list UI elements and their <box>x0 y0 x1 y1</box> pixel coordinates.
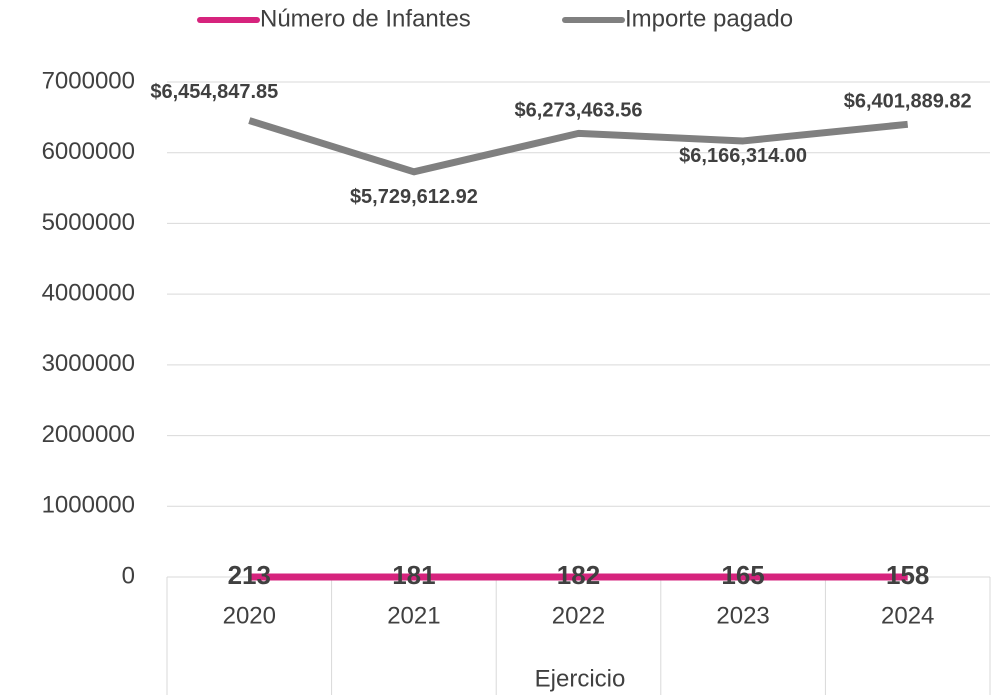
data-label: 158 <box>886 560 929 590</box>
data-label: $6,166,314.00 <box>679 145 807 167</box>
legend-label: Número de Infantes <box>260 5 471 32</box>
y-tick-label: 5000000 <box>42 209 135 236</box>
data-label: 213 <box>228 560 271 590</box>
data-label: 165 <box>721 560 764 590</box>
series-line <box>248 117 909 176</box>
y-tick-label: 7000000 <box>42 67 135 94</box>
data-label: 181 <box>392 560 435 590</box>
data-label: $6,454,847.85 <box>150 81 278 103</box>
y-tick-label: 1000000 <box>42 492 135 519</box>
x-tick-label: 2020 <box>223 602 276 629</box>
y-tick-label: 3000000 <box>42 350 135 377</box>
data-label: $5,729,612.92 <box>350 186 478 208</box>
x-axis-label: Ejercicio <box>535 665 626 692</box>
data-label: $6,273,463.56 <box>515 100 643 122</box>
x-tick-label: 2021 <box>387 602 440 629</box>
y-tick-label: 6000000 <box>42 138 135 165</box>
legend-label: Importe pagado <box>625 5 793 32</box>
x-tick-label: 2022 <box>552 602 605 629</box>
x-tick-label: 2023 <box>716 602 769 629</box>
data-label: 182 <box>557 560 600 590</box>
y-tick-label: 4000000 <box>42 279 135 306</box>
x-tick-label: 2024 <box>881 602 934 629</box>
data-label: $6,401,889.82 <box>844 91 972 113</box>
y-tick-label: 0 <box>122 562 135 589</box>
y-tick-label: 2000000 <box>42 421 135 448</box>
